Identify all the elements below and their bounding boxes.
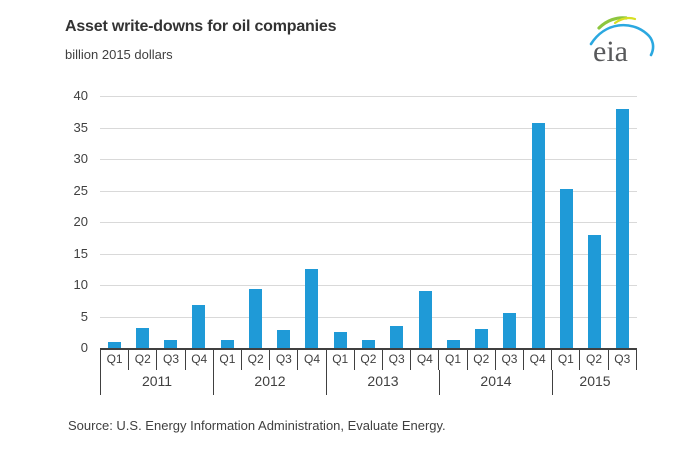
quarter-label: Q1	[439, 350, 468, 370]
quarter-label: Q4	[524, 350, 553, 370]
quarter-label: Q3	[383, 350, 412, 370]
eia-logo-blue-swoosh	[589, 23, 655, 57]
bar	[418, 290, 432, 348]
bar	[305, 269, 319, 348]
quarter-label: Q1	[100, 350, 130, 370]
year-label: 2012	[214, 370, 327, 395]
x-axis-quarter-row: Q1 Q2 Q3 Q4 Q1 Q2 Q3 Q4 Q1 Q2 Q3 Q4 Q1 Q2 Q3 Q4 Q1 Q2 Q3	[100, 350, 637, 370]
eia-logo-yellow-leaf	[613, 16, 637, 25]
y-axis-labels: 0 5 10 15 20 25 30 35 40	[40, 88, 88, 355]
bar	[503, 313, 517, 348]
x-axis-year-row: 2011 2012 2013 2014 2015	[100, 370, 637, 395]
bar	[475, 329, 489, 348]
quarter-label: Q3	[157, 350, 186, 370]
gridline	[100, 127, 637, 129]
source-note: Source: U.S. Energy Information Administ…	[68, 418, 446, 433]
y-tick-label: 25	[73, 182, 88, 198]
quarter-label: Q1	[214, 350, 243, 370]
gridline	[100, 190, 637, 192]
y-tick-label: 20	[73, 214, 88, 229]
gridline	[100, 96, 637, 97]
gridline	[100, 316, 637, 318]
gridline	[100, 253, 637, 255]
eia-logo-text: eia	[593, 35, 628, 68]
quarter-label: Q2	[580, 350, 609, 370]
quarter-label: Q2	[468, 350, 496, 370]
bar	[277, 330, 291, 348]
bar	[446, 340, 460, 348]
bar	[248, 288, 262, 348]
bar	[135, 327, 149, 348]
gridline	[100, 159, 637, 160]
y-tick-label: 35	[73, 119, 88, 135]
year-label: 2011	[100, 370, 214, 395]
y-tick-label: 40	[73, 88, 88, 103]
quarter-label: Q2	[242, 350, 271, 370]
quarter-label: Q2	[355, 350, 384, 370]
gridline	[100, 222, 637, 223]
quarter-label: Q4	[298, 350, 327, 370]
bar	[220, 340, 234, 348]
chart-title: Asset write-downs for oil companies	[65, 18, 337, 35]
eia-logo-graphic: eia	[589, 16, 655, 68]
bar	[362, 339, 375, 348]
year-label: 2014	[440, 370, 553, 395]
year-label: 2015	[579, 373, 611, 389]
bar	[107, 342, 121, 348]
y-tick-label: 0	[80, 340, 88, 355]
quarter-label: Q3	[496, 350, 525, 370]
quarter-label: Q1	[552, 350, 581, 370]
plot-area	[100, 96, 637, 350]
quarter-label: Q4	[411, 350, 440, 370]
y-tick-label: 15	[73, 245, 88, 261]
quarter-label: Q4	[186, 350, 214, 370]
bar	[531, 123, 545, 348]
quarter-label: Q1	[327, 350, 355, 370]
bar	[390, 325, 404, 348]
y-tick-label: 5	[80, 308, 88, 324]
quarter-label: Q3	[609, 350, 637, 370]
bar	[616, 108, 630, 348]
bar	[333, 332, 347, 348]
bar	[192, 305, 206, 348]
eia-logo: eia	[585, 14, 665, 72]
chart-subtitle: billion 2015 dollars	[65, 47, 173, 62]
bar	[559, 189, 573, 348]
gridline	[100, 285, 637, 286]
y-tick-label: 10	[73, 277, 88, 292]
quarter-label: Q3	[270, 350, 299, 370]
year-label: 2013	[327, 370, 440, 395]
bar	[164, 340, 178, 348]
y-tick-label: 30	[73, 151, 88, 166]
quarter-label: Q2	[129, 350, 158, 370]
bar	[588, 234, 602, 348]
